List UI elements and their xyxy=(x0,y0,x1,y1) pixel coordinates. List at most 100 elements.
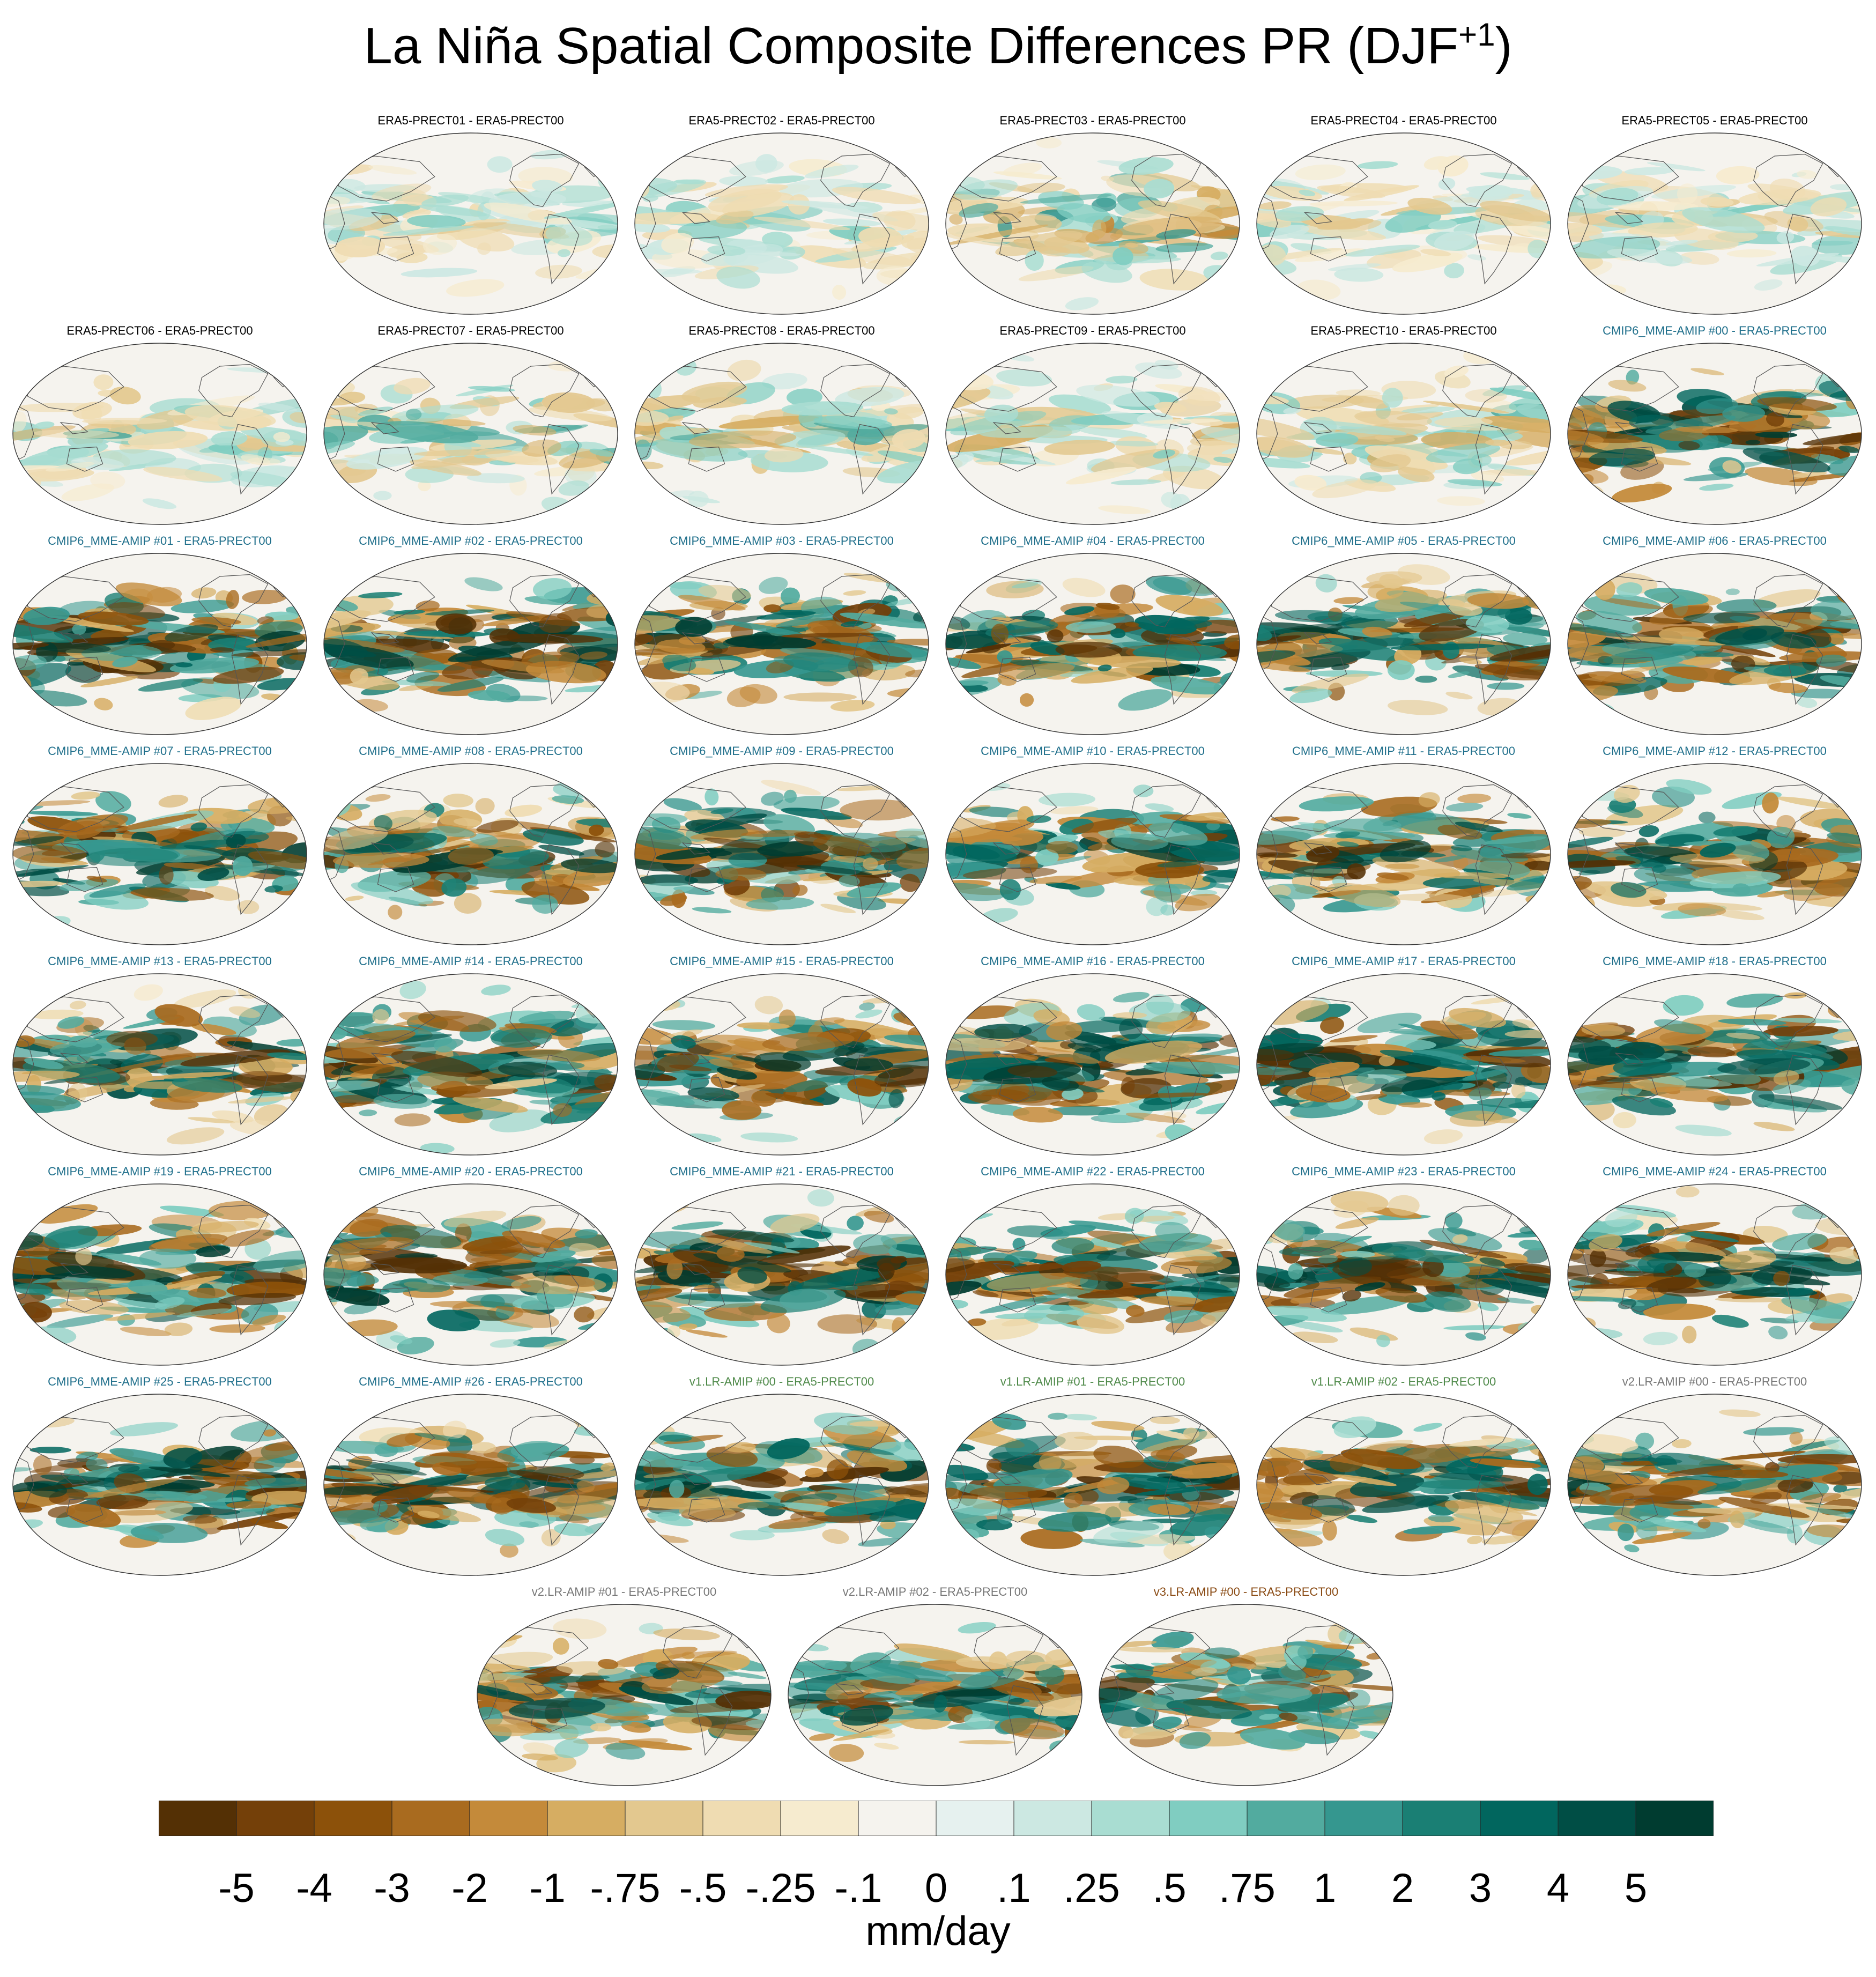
map-panel: CMIP6_MME-AMIP #14 - ERA5-PRECT00 xyxy=(321,954,621,1164)
map-panel: ERA5-PRECT10 - ERA5-PRECT00 xyxy=(1254,324,1554,533)
panel-title: v2.LR-AMIP #00 - ERA5-PRECT00 xyxy=(1622,1375,1807,1388)
colorbar-tick: -.5 xyxy=(679,1865,727,1911)
colorbar-swatch xyxy=(547,1801,626,1836)
title-main: La Niña Spatial Composite Differences PR… xyxy=(364,17,1459,75)
anomaly-map xyxy=(323,1394,618,1576)
anomaly-map xyxy=(12,763,307,945)
map-panel: CMIP6_MME-AMIP #09 - ERA5-PRECT00 xyxy=(632,744,932,953)
colorbar-swatch xyxy=(702,1801,781,1836)
anomaly-map xyxy=(477,1604,772,1786)
colorbar-tick-labels: -5 -4 -3 -2 -1 -.75 -.5 -.25 -.1 0 .1 .25 .5 .75 1 2 3 4 5 xyxy=(0,1865,1876,1911)
panel-title: ERA5-PRECT06 - ERA5-PRECT00 xyxy=(66,324,253,337)
anomaly-map xyxy=(12,1183,307,1366)
map-panel: CMIP6_MME-AMIP #25 - ERA5-PRECT00 xyxy=(10,1375,310,1584)
anomaly-map xyxy=(1567,763,1862,945)
panel-title: v2.LR-AMIP #01 - ERA5-PRECT00 xyxy=(531,1585,717,1598)
map-panel: v2.LR-AMIP #02 - ERA5-PRECT00 xyxy=(785,1585,1085,1794)
anomaly-map xyxy=(323,763,618,945)
anomaly-map xyxy=(1567,343,1862,525)
colorbar-swatch xyxy=(1480,1801,1559,1836)
colorbar-tick: -4 xyxy=(296,1865,332,1911)
panel-title: CMIP6_MME-AMIP #05 - ERA5-PRECT00 xyxy=(1292,534,1516,547)
panel-title: v1.LR-AMIP #01 - ERA5-PRECT00 xyxy=(1000,1375,1185,1388)
map-panel: CMIP6_MME-AMIP #20 - ERA5-PRECT00 xyxy=(321,1165,621,1374)
colorbar-tick: 4 xyxy=(1546,1865,1570,1911)
panel-title: ERA5-PRECT04 - ERA5-PRECT00 xyxy=(1310,114,1497,127)
anomaly-map xyxy=(634,1183,929,1366)
map-panel: ERA5-PRECT06 - ERA5-PRECT00 xyxy=(10,324,310,533)
colorbar-tick: .75 xyxy=(1219,1865,1276,1911)
anomaly-map xyxy=(634,1394,929,1576)
map-panel: CMIP6_MME-AMIP #03 - ERA5-PRECT00 xyxy=(632,534,932,743)
panel-title: CMIP6_MME-AMIP #25 - ERA5-PRECT00 xyxy=(48,1375,272,1388)
panel-title: CMIP6_MME-AMIP #08 - ERA5-PRECT00 xyxy=(359,744,583,758)
colorbar-tick: 3 xyxy=(1469,1865,1492,1911)
anomaly-map xyxy=(323,343,618,525)
map-panel: CMIP6_MME-AMIP #23 - ERA5-PRECT00 xyxy=(1254,1165,1554,1374)
map-panel: ERA5-PRECT07 - ERA5-PRECT00 xyxy=(321,324,621,533)
map-panel: CMIP6_MME-AMIP #02 - ERA5-PRECT00 xyxy=(321,534,621,743)
colorbar-swatch xyxy=(936,1801,1014,1836)
anomaly-map xyxy=(634,973,929,1156)
panel-title: CMIP6_MME-AMIP #12 - ERA5-PRECT00 xyxy=(1603,744,1827,758)
colorbar-tick: .1 xyxy=(997,1865,1031,1911)
anomaly-map xyxy=(945,343,1240,525)
colorbar-tick: -2 xyxy=(451,1865,488,1911)
anomaly-map xyxy=(1567,973,1862,1156)
map-panel: CMIP6_MME-AMIP #21 - ERA5-PRECT00 xyxy=(632,1165,932,1374)
colorbar-tick: 1 xyxy=(1313,1865,1337,1911)
panel-title: ERA5-PRECT07 - ERA5-PRECT00 xyxy=(377,324,564,337)
panel-title: v2.LR-AMIP #02 - ERA5-PRECT00 xyxy=(842,1585,1028,1598)
map-panel: CMIP6_MME-AMIP #04 - ERA5-PRECT00 xyxy=(943,534,1243,743)
panel-title: CMIP6_MME-AMIP #04 - ERA5-PRECT00 xyxy=(981,534,1205,547)
panel-title: CMIP6_MME-AMIP #22 - ERA5-PRECT00 xyxy=(981,1165,1205,1178)
map-panel: ERA5-PRECT08 - ERA5-PRECT00 xyxy=(632,324,932,533)
colorbar-swatch xyxy=(1247,1801,1325,1836)
panel-title: CMIP6_MME-AMIP #24 - ERA5-PRECT00 xyxy=(1603,1165,1827,1178)
colorbar-swatch xyxy=(314,1801,392,1836)
colorbar-label: mm/day xyxy=(865,1908,1011,1954)
anomaly-map xyxy=(1256,763,1551,945)
anomaly-map xyxy=(1256,132,1551,315)
panel-title: CMIP6_MME-AMIP #23 - ERA5-PRECT00 xyxy=(1292,1165,1516,1178)
anomaly-map xyxy=(634,132,929,315)
anomaly-map xyxy=(1567,1394,1862,1576)
map-panel: ERA5-PRECT01 - ERA5-PRECT00 xyxy=(321,114,621,323)
anomaly-map xyxy=(323,1183,618,1366)
colorbar-tick: -.1 xyxy=(834,1865,883,1911)
anomaly-map xyxy=(1099,1604,1393,1786)
anomaly-map xyxy=(1256,1183,1551,1366)
map-panel: ERA5-PRECT09 - ERA5-PRECT00 xyxy=(943,324,1243,533)
map-panel: CMIP6_MME-AMIP #15 - ERA5-PRECT00 xyxy=(632,954,932,1164)
panel-title: ERA5-PRECT09 - ERA5-PRECT00 xyxy=(999,324,1186,337)
panel-title: CMIP6_MME-AMIP #09 - ERA5-PRECT00 xyxy=(670,744,894,758)
colorbar-tick: 5 xyxy=(1624,1865,1648,1911)
anomaly-map xyxy=(12,1394,307,1576)
panel-title: v1.LR-AMIP #00 - ERA5-PRECT00 xyxy=(689,1375,874,1388)
anomaly-map xyxy=(634,343,929,525)
map-panel: v2.LR-AMIP #00 - ERA5-PRECT00 xyxy=(1564,1375,1865,1584)
panel-title: CMIP6_MME-AMIP #14 - ERA5-PRECT00 xyxy=(359,954,583,968)
anomaly-map xyxy=(323,553,618,735)
map-panel: CMIP6_MME-AMIP #11 - ERA5-PRECT00 xyxy=(1254,744,1554,953)
anomaly-map xyxy=(945,973,1240,1156)
colorbar-swatch xyxy=(1091,1801,1170,1836)
colorbar-swatch xyxy=(1324,1801,1403,1836)
colorbar-swatch xyxy=(469,1801,548,1836)
anomaly-map xyxy=(945,763,1240,945)
colorbar-swatch xyxy=(391,1801,470,1836)
map-panel: CMIP6_MME-AMIP #08 - ERA5-PRECT00 xyxy=(321,744,621,953)
anomaly-map xyxy=(634,553,929,735)
map-panel: CMIP6_MME-AMIP #07 - ERA5-PRECT00 xyxy=(10,744,310,953)
colorbar-swatch xyxy=(1635,1801,1714,1836)
panel-title: CMIP6_MME-AMIP #26 - ERA5-PRECT00 xyxy=(359,1375,583,1388)
map-panel: ERA5-PRECT02 - ERA5-PRECT00 xyxy=(632,114,932,323)
anomaly-map xyxy=(945,1394,1240,1576)
map-panel: CMIP6_MME-AMIP #24 - ERA5-PRECT00 xyxy=(1564,1165,1865,1374)
title-superscript: +1 xyxy=(1458,17,1495,53)
anomaly-map xyxy=(12,343,307,525)
colorbar-swatch xyxy=(780,1801,859,1836)
map-panel: v1.LR-AMIP #01 - ERA5-PRECT00 xyxy=(943,1375,1243,1584)
colorbar-tick: 0 xyxy=(924,1865,948,1911)
panel-title: CMIP6_MME-AMIP #11 - ERA5-PRECT00 xyxy=(1292,744,1516,758)
